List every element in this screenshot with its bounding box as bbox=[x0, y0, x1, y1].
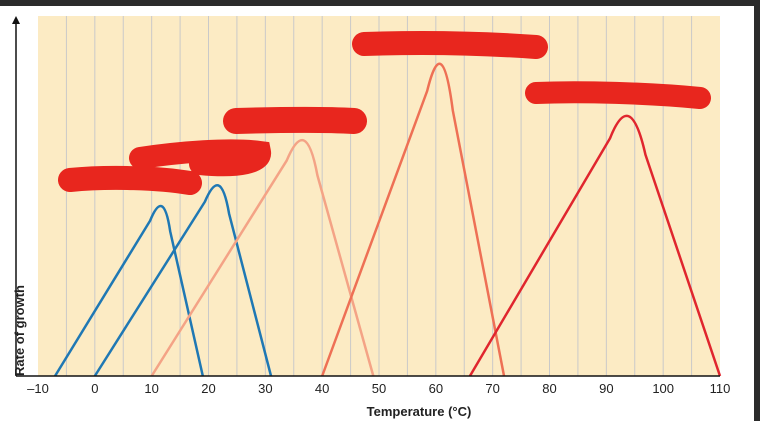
growth-curve bbox=[53, 204, 205, 377]
x-tick-label: 0 bbox=[91, 381, 98, 396]
x-tick-labels: –10 0 10 20 30 40 50 60 70 80 90 100 110 bbox=[27, 381, 730, 396]
x-tick-label: 10 bbox=[144, 381, 158, 396]
y-axis-arrow-icon bbox=[12, 16, 20, 24]
x-tick-label: 30 bbox=[258, 381, 272, 396]
x-tick-label: 90 bbox=[599, 381, 613, 396]
redaction-mark bbox=[525, 81, 711, 109]
redaction-mark bbox=[58, 165, 202, 195]
growth-curve bbox=[150, 139, 375, 377]
redaction-mark bbox=[129, 139, 271, 177]
x-tick-label: 100 bbox=[652, 381, 674, 396]
redaction-mark bbox=[223, 106, 367, 134]
redaction-marks bbox=[58, 31, 711, 195]
x-tick-label: 20 bbox=[201, 381, 215, 396]
x-tick-label: 60 bbox=[429, 381, 443, 396]
y-axis-label: Rate of growth bbox=[12, 285, 27, 376]
axes bbox=[12, 16, 720, 377]
window-right-border bbox=[754, 0, 760, 421]
x-axis-label: Temperature (°C) bbox=[367, 404, 472, 419]
growth-curve bbox=[468, 114, 722, 377]
x-tick-label: 40 bbox=[315, 381, 329, 396]
growth-curve bbox=[93, 183, 273, 377]
growth-curve bbox=[320, 62, 506, 377]
x-tick-label: –10 bbox=[27, 381, 49, 396]
x-tick-label: 110 bbox=[710, 381, 731, 396]
redaction-mark bbox=[352, 31, 548, 59]
growth-curves bbox=[53, 62, 722, 377]
x-tick-label: 70 bbox=[485, 381, 499, 396]
window-top-border bbox=[0, 0, 760, 6]
x-tick-label: 50 bbox=[372, 381, 386, 396]
x-tick-label: 80 bbox=[542, 381, 556, 396]
